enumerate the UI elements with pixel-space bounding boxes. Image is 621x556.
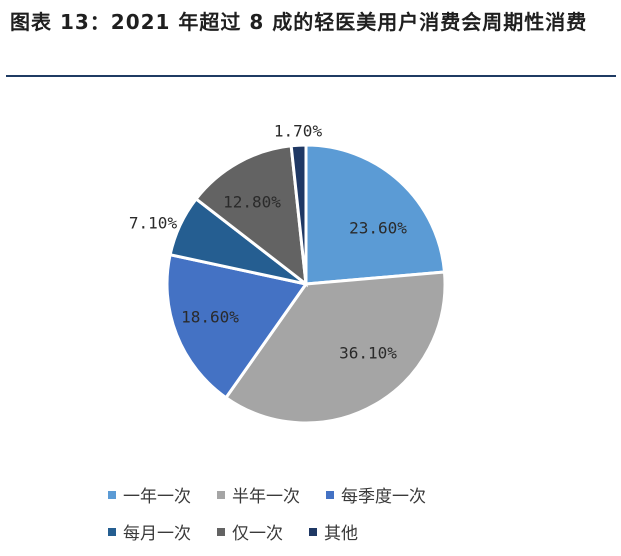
legend-label: 半年一次 [232,487,300,507]
legend-swatch [217,527,225,536]
pie-slice-1 [304,143,447,286]
chart-legend: 一年一次 半年一次 每季度一次 每月一次 仅一次 其他 [108,482,528,556]
legend-label: 一年一次 [123,487,191,507]
legend-item-5: 仅一次 [217,519,283,544]
data-label-5: 12.80% [223,193,281,212]
data-label-6: 1.70% [274,122,323,141]
legend-swatch [326,490,334,499]
data-label-2: 36.10% [339,344,397,363]
data-label-3: 18.60% [181,308,239,327]
legend-label: 仅一次 [232,524,283,544]
legend-swatch [217,490,225,499]
legend-swatch [309,527,317,536]
pie-slice-5 [193,144,308,288]
legend-label: 每月一次 [123,524,191,544]
legend-item-4: 每月一次 [108,519,191,544]
title-divider [6,75,616,77]
pie-slice-2 [223,270,447,425]
legend-swatch [108,527,116,536]
pie-slice-3 [165,252,309,400]
data-label-1: 23.60% [349,219,407,238]
legend-item-1: 一年一次 [108,482,191,507]
legend-label: 每季度一次 [341,487,426,507]
legend-item-2: 半年一次 [217,482,300,507]
legend-item-3: 每季度一次 [326,482,426,507]
legend-label: 其他 [324,524,358,544]
legend-item-6: 其他 [309,519,358,544]
pie-slice-6 [289,143,308,285]
chart-title: 图表 13：2021 年超过 8 成的轻医美用户消费会周期性消费 [10,10,588,34]
data-label-4: 7.10% [129,214,178,233]
legend-swatch [108,490,116,499]
